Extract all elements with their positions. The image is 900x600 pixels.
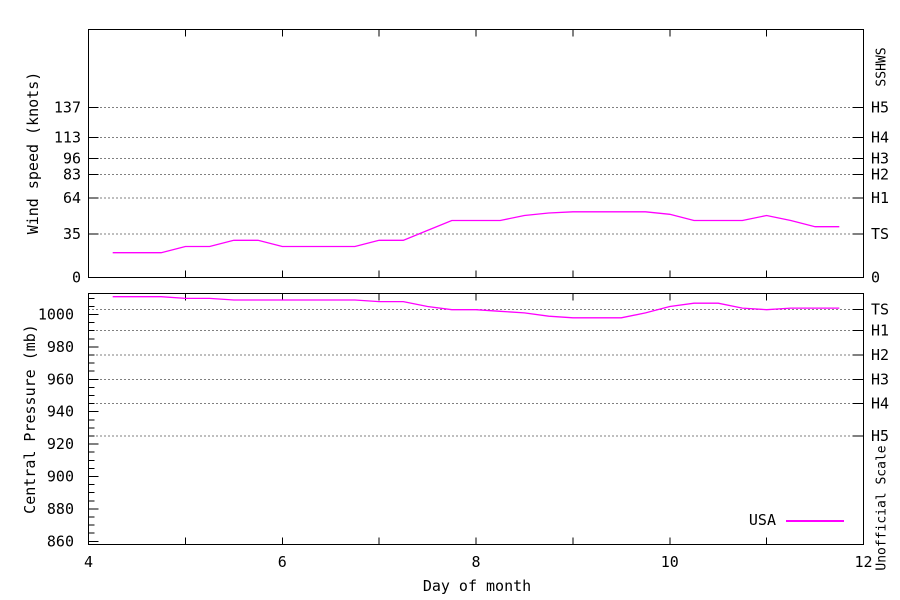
y2-tick-label-H3: H3 <box>871 370 889 388</box>
y-tick-label-96: 96 <box>63 149 81 167</box>
x-axis-title: Day of month <box>422 577 532 595</box>
y-tick-label-940: 940 <box>47 403 74 421</box>
y-tick-label-113: 113 <box>54 128 81 146</box>
y2-tick-label-H1: H1 <box>871 189 889 207</box>
y2-tick-label-TS: TS <box>871 301 889 319</box>
y2-tick-label-H2: H2 <box>871 346 889 364</box>
y2-tick-label-TS: TS <box>871 225 889 243</box>
y2-tick-label-H5: H5 <box>871 99 889 117</box>
y-tick-label-900: 900 <box>47 467 74 485</box>
y2-tick-label-H3: H3 <box>871 149 889 167</box>
y2-tick-label-H4: H4 <box>871 395 889 413</box>
unofficial-scale-axis-title: Unofficial Scale <box>874 445 890 571</box>
y-tick-label-83: 83 <box>63 166 81 184</box>
y-tick-label-980: 980 <box>47 338 74 356</box>
y-tick-label-137: 137 <box>54 99 81 117</box>
y-tick-label-64: 64 <box>63 189 81 207</box>
y2-tick-label-H5: H5 <box>871 427 889 445</box>
x-tick-label-10: 10 <box>661 553 679 571</box>
y-tick-label-0: 0 <box>72 269 81 287</box>
y2-tick-label-H4: H4 <box>871 128 889 146</box>
x-tick-label-8: 8 <box>471 553 480 571</box>
series-line-wind-speed-usa <box>112 211 840 254</box>
x-tick-label-12: 12 <box>854 553 872 571</box>
y2-tick-label-H1: H1 <box>871 322 889 340</box>
series-line-central-pressure-usa <box>112 296 840 319</box>
y-tick-label-35: 35 <box>63 225 81 243</box>
sshws-axis-title: SSHWS <box>874 47 890 87</box>
y2-tick-label-0: 0 <box>871 269 880 287</box>
x-tick-label-6: 6 <box>278 553 287 571</box>
pressure-axis-title: Central Pressure (mb) <box>21 324 39 514</box>
y-tick-label-880: 880 <box>47 500 74 518</box>
legend-line-sample <box>786 520 844 522</box>
panel-border-wind-speed <box>88 29 864 278</box>
x-tick-label-4: 4 <box>84 553 93 571</box>
y2-tick-label-H2: H2 <box>871 166 889 184</box>
y-tick-label-860: 860 <box>47 532 74 550</box>
wind-axis-title: Wind speed (knots) <box>24 71 42 235</box>
y-tick-label-920: 920 <box>47 435 74 453</box>
y-tick-label-1000: 1000 <box>38 306 74 324</box>
y-tick-label-960: 960 <box>47 370 74 388</box>
legend-label-usa: USA <box>748 511 776 529</box>
